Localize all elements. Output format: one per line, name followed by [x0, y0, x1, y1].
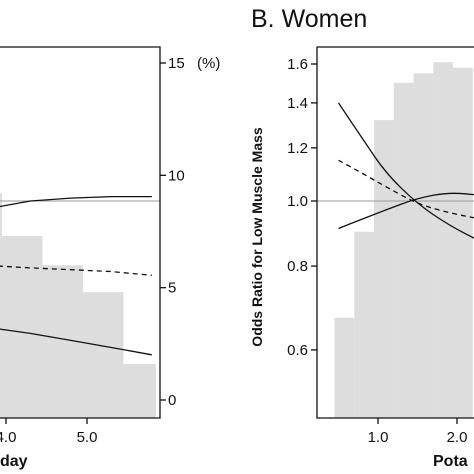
- right-histogram-bar-2: [374, 120, 394, 419]
- right-panel: B. Women 0.6 0.8 1.0 1.2 1.4 1.6 1.0 2.0 Odds …: [249, 5, 474, 470]
- left-x-tick-label-0: 4.0: [0, 429, 16, 446]
- left-series-line-0: [0, 196, 152, 208]
- right-histogram-bar-0: [334, 317, 355, 418]
- right-histogram-bar-5: [433, 62, 454, 419]
- right-y-axis-title: Odds Ratio for Low Muscle Mass: [249, 127, 265, 347]
- left-x-tick-label-1: 5.0: [77, 429, 98, 446]
- right-series-line-0: [337, 102, 474, 239]
- left-plot-frame: [0, 46, 161, 419]
- left-right-tick-label-0: 0: [168, 392, 176, 409]
- right-y-tick-label-0: 0.6: [287, 342, 308, 359]
- right-x-tick-label-0: 1.0: [368, 429, 389, 446]
- right-y-tick-label-5: 1.6: [287, 56, 308, 73]
- left-panel: 4.0 5.0 0 5 10 15 (%) day: [0, 46, 220, 470]
- right-y-tick-label-4: 1.4: [287, 95, 308, 112]
- right-plot-frame: [316, 46, 474, 419]
- left-histogram-bar-0: [0, 193, 2, 418]
- left-curves: [0, 196, 152, 356]
- right-histogram-bar-1: [354, 231, 375, 418]
- right-series-line-2: [338, 192, 474, 230]
- left-right-axis-ticks: 0 5 10 15: [160, 55, 185, 409]
- left-right-tick-label-2: 10: [168, 167, 185, 184]
- left-right-axis-unit: (%): [197, 55, 220, 72]
- right-histogram-bar-4: [413, 73, 434, 418]
- right-histogram-bar-3: [393, 82, 414, 419]
- right-panel-title: B. Women: [251, 5, 367, 33]
- right-histogram: [334, 62, 473, 419]
- right-y-tick-label-3: 1.2: [287, 140, 308, 157]
- left-histogram: [0, 193, 156, 418]
- left-right-tick-label-1: 5: [168, 280, 176, 297]
- right-x-tick-label-1: 2.0: [447, 429, 468, 446]
- left-histogram-bar-4: [123, 364, 156, 418]
- left-x-ticks: 4.0 5.0: [0, 418, 97, 446]
- right-y-tick-label-2: 1.0: [287, 193, 308, 210]
- right-curves: [337, 102, 474, 239]
- right-series-line-1: [338, 159, 474, 219]
- left-right-tick-label-3: 15: [168, 55, 185, 72]
- right-x-axis-label: Pota: [433, 453, 468, 470]
- right-y-tick-label-1: 0.8: [287, 258, 308, 275]
- left-series-line-1: [0, 265, 152, 276]
- right-x-ticks: 1.0 2.0: [368, 418, 468, 446]
- left-histogram-bar-1: [1, 235, 43, 418]
- right-y-ticks: 0.6 0.8 1.0 1.2 1.4 1.6: [287, 56, 317, 359]
- right-histogram-bar-6: [453, 67, 473, 418]
- left-x-axis-label: day: [0, 453, 28, 470]
- left-series-line-2: [0, 328, 152, 356]
- left-histogram-bar-3: [82, 292, 124, 418]
